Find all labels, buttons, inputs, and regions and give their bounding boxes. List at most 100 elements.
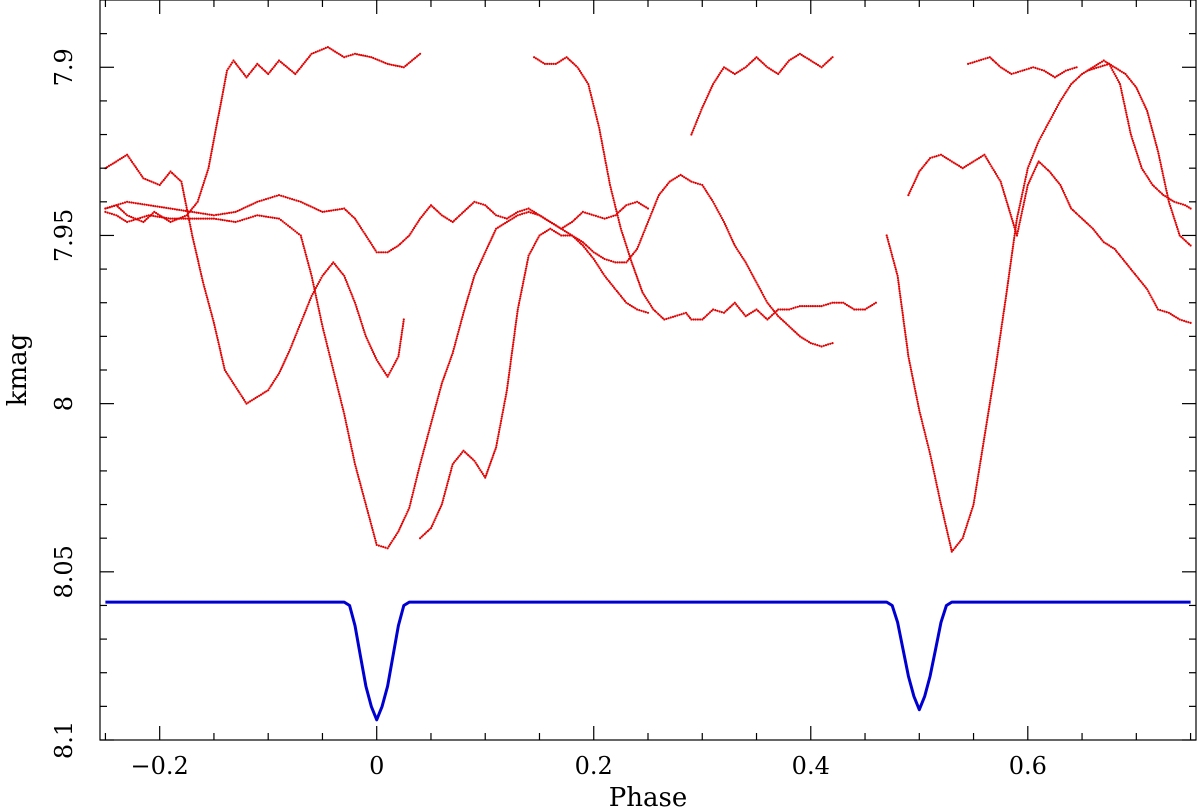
data-point (948, 542, 952, 545)
data-point (794, 306, 797, 309)
data-point (203, 287, 206, 290)
data-point (254, 64, 258, 67)
data-point (1032, 152, 1035, 155)
data-point (599, 133, 602, 136)
data-point (535, 240, 538, 243)
data-point (1045, 167, 1048, 170)
data-point (354, 303, 357, 306)
data-point (171, 171, 174, 175)
data-point (599, 216, 602, 219)
data-point (974, 159, 977, 162)
data-point (168, 172, 171, 175)
data-point (467, 206, 470, 209)
data-point (1007, 205, 1010, 208)
data-point (1172, 215, 1175, 218)
data-point (1147, 116, 1150, 119)
data-point (930, 457, 933, 460)
data-point (1056, 180, 1059, 183)
data-point (525, 211, 528, 214)
data-point (919, 168, 922, 171)
data-point (167, 207, 170, 210)
data-point (169, 217, 172, 220)
data-point (572, 219, 575, 222)
data-point (767, 303, 770, 306)
data-point (759, 289, 763, 292)
data-point (770, 306, 773, 309)
data-point (1015, 219, 1018, 222)
data-point (798, 305, 802, 308)
data-point (512, 338, 515, 342)
data-point (963, 166, 966, 169)
data-point (773, 70, 776, 73)
data-point (849, 306, 852, 309)
data-point (210, 313, 213, 316)
data-point (221, 90, 225, 94)
data-point (445, 370, 448, 373)
data-point (997, 176, 1000, 179)
data-point (338, 208, 341, 211)
data-point (524, 269, 527, 272)
data-point (813, 61, 816, 64)
data-point (444, 372, 447, 375)
data-point (366, 339, 369, 342)
data-point (922, 165, 925, 168)
data-point (992, 379, 995, 382)
data-point (430, 525, 433, 528)
data-point (444, 488, 447, 491)
data-point (232, 220, 235, 223)
data-point (1021, 191, 1024, 194)
data-point (1184, 204, 1187, 207)
data-point (654, 202, 657, 205)
data-point (208, 304, 211, 307)
data-point (1024, 194, 1027, 198)
data-point (906, 348, 909, 352)
data-point (1025, 171, 1028, 174)
data-point (376, 58, 379, 61)
data-point (636, 245, 640, 248)
data-point (514, 211, 518, 215)
data-point (221, 218, 224, 222)
data-point (597, 124, 600, 127)
data-point (111, 162, 114, 165)
data-point (1111, 68, 1114, 72)
data-point (271, 216, 274, 219)
data-point (209, 158, 212, 161)
data-point (567, 57, 570, 60)
data-point (356, 221, 359, 224)
data-point (907, 194, 910, 197)
data-point (601, 146, 605, 149)
data-point (1029, 178, 1032, 181)
data-point (1106, 61, 1109, 64)
data-point (116, 205, 119, 208)
data-point (591, 249, 594, 252)
data-point (991, 388, 994, 391)
data-point (844, 302, 847, 305)
data-point (1002, 188, 1005, 191)
data-point (1173, 200, 1176, 203)
data-point (223, 368, 226, 372)
data-point (1012, 221, 1015, 225)
data-point (510, 356, 513, 359)
data-point (1009, 260, 1013, 263)
data-point (292, 71, 295, 74)
data-point (899, 298, 902, 301)
data-point (1181, 203, 1185, 206)
data-point (173, 219, 176, 222)
data-point (353, 463, 357, 466)
data-point (242, 72, 245, 76)
data-point (772, 312, 775, 315)
data-point (347, 285, 350, 288)
data-point (766, 301, 769, 304)
data-point (420, 215, 423, 219)
data-point (831, 301, 834, 304)
data-point (903, 327, 906, 330)
data-point (648, 302, 651, 305)
data-point (402, 318, 405, 321)
data-point (721, 218, 725, 222)
data-point (967, 163, 970, 166)
data-point (999, 66, 1002, 69)
data-point (254, 214, 257, 217)
data-point (390, 541, 393, 544)
data-point (203, 285, 206, 288)
data-point (368, 516, 371, 519)
